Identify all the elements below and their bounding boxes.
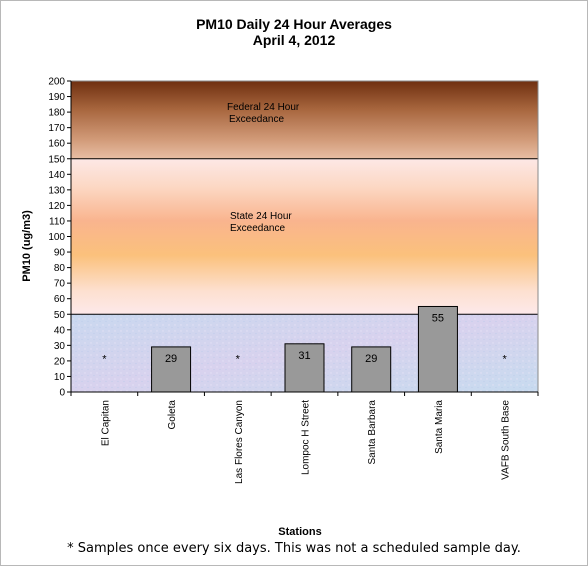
x-tick-label-3: Lompoc H Street [301, 400, 312, 475]
data-label-6: * [503, 353, 508, 365]
band-layer [71, 81, 538, 392]
bar-5 [417, 305, 458, 393]
state-band-label: State 24 Hour Exceedance [230, 211, 292, 234]
y-tick-label: 200 [48, 77, 65, 88]
labels-layer: Federal 24 Hour Exceedance State 24 Hour Ex… [102, 102, 507, 365]
federal-band-label: Federal 24 Hour Exceedance [227, 102, 300, 125]
x-tick-label-4: Santa Barbara [367, 400, 378, 465]
y-tick-label: 40 [54, 325, 66, 336]
y-tick-label: 100 [48, 232, 65, 243]
x-tick-label-0: El Capitan [100, 400, 111, 446]
y-tick-label: 150 [48, 154, 65, 165]
y-tick-label: 130 [48, 185, 65, 196]
footnote: * Samples once every six days. This was … [67, 541, 521, 556]
data-label-1: 29 [165, 353, 177, 365]
y-tick-label: 10 [54, 372, 66, 383]
band-2 [71, 81, 538, 159]
x-axis-title: Stations [278, 526, 322, 538]
y-tick-label: 110 [49, 216, 65, 227]
y-tick-label: 30 [54, 341, 66, 352]
x-tick-label-2: Las Flores Canyon [234, 400, 245, 484]
data-label-3: 31 [298, 350, 310, 362]
x-tick-label-1: Goleta [167, 400, 178, 430]
y-tick-label: 190 [48, 92, 65, 103]
y-tick-label: 140 [48, 170, 65, 181]
y-tick-label: 160 [48, 139, 65, 150]
y-tick-label: 90 [54, 248, 66, 259]
chart-title: PM10 Daily 24 Hour Averages April 4, 201… [0, 16, 588, 48]
data-label-4: 29 [365, 353, 377, 365]
bar-1 [151, 346, 192, 393]
y-tick-label: 60 [54, 294, 66, 305]
bars-layer [151, 305, 458, 393]
bar-3 [284, 343, 325, 393]
y-tick-label: 170 [48, 123, 65, 134]
data-label-2: * [236, 353, 241, 365]
y-axis-title: PM10 (ug/m3) [21, 210, 33, 282]
axes-layer: 0 10 20 30 40 50 60 70 80 90 100 110 120 130 140 150 160… [48, 77, 539, 484]
y-tick-label: 0 [59, 388, 65, 399]
y-tick-label: 120 [48, 201, 65, 212]
y-tick-label: 50 [54, 310, 66, 321]
data-label-5: 55 [432, 312, 444, 324]
chart-title-line: PM10 Daily 24 Hour Averages [196, 16, 392, 32]
data-label-0: * [102, 353, 107, 365]
x-tick-label-5: Santa Maria [434, 400, 445, 454]
band-1 [71, 158, 538, 315]
y-tick-label: 70 [54, 279, 66, 290]
x-tick-label-6: VAFB South Base [501, 400, 512, 480]
y-tick-label: 180 [48, 108, 65, 119]
y-tick-label: 20 [54, 356, 66, 367]
bar-4 [351, 346, 392, 393]
chart-subtitle: April 4, 2012 [252, 32, 336, 48]
y-tick-label: 80 [54, 263, 66, 274]
